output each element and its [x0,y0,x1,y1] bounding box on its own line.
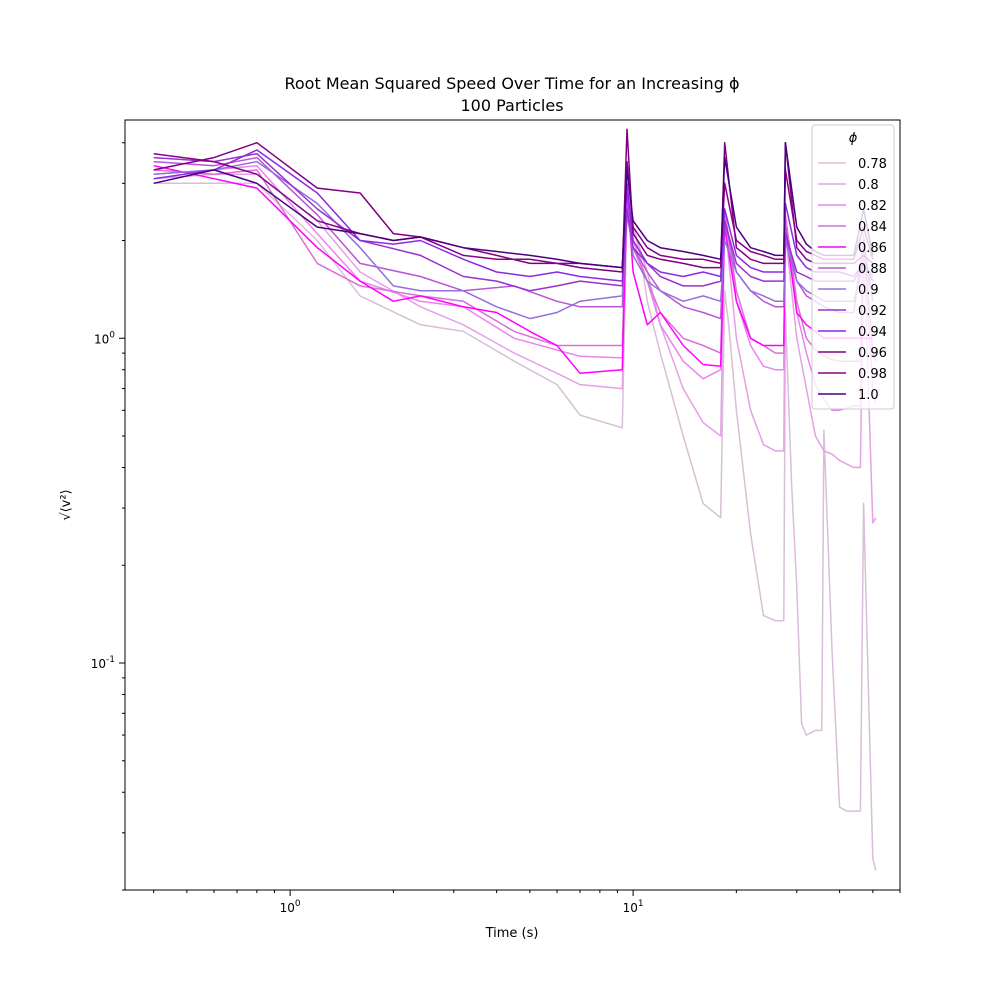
legend-label: 0.84 [858,220,887,235]
chart-subtitle: 100 Particles [460,96,563,115]
legend-title: ϕ [849,131,858,146]
series-line-0.78 [153,182,877,871]
series-line-0.8 [153,173,877,524]
series-line-0.9 [153,160,874,320]
series-line-0.88 [153,156,874,320]
legend-label: 0.78 [858,157,887,172]
series-line-0.86 [153,164,873,375]
legend-label: 0.8 [858,178,879,193]
x-axis-label: Time (s) [485,926,539,941]
legend-label: 0.96 [858,346,887,361]
legend-label: 0.98 [858,367,887,382]
series-line-0.96 [153,128,874,273]
series-line-1.0 [153,141,874,269]
plot-frame [124,119,901,891]
chart-title: Root Mean Squared Speed Over Time for an… [284,74,739,93]
legend-label: 0.9 [858,283,879,298]
y-axis-label: √⟨v²⟩ [59,489,74,520]
x-tick-label: 101 [623,899,644,915]
series-line-0.94 [153,149,874,282]
legend: ϕ0.78 0.8 0.82 0.84 0.86 0.88 0.9 0.92 0.94 0.96 0… [811,124,895,410]
legend-label: 0.88 [858,262,887,277]
y-tick-label: 100 [94,330,115,346]
legend-label: 1.0 [858,388,879,403]
x-axis: 100 101 [153,890,901,915]
series-line-0.82 [153,164,877,412]
legend-label: 0.94 [858,325,887,340]
y-axis: 10-1 100 [91,142,125,891]
legend-label: 0.82 [858,199,887,214]
legend-box [811,124,895,410]
plot-series [153,128,877,871]
series-line-0.84 [153,169,877,362]
x-tick-label: 100 [280,899,301,915]
legend-label: 0.86 [858,241,887,256]
y-tick-label: 10-1 [91,655,115,671]
legend-label: 0.92 [858,304,887,319]
series-line-0.92 [153,152,874,292]
